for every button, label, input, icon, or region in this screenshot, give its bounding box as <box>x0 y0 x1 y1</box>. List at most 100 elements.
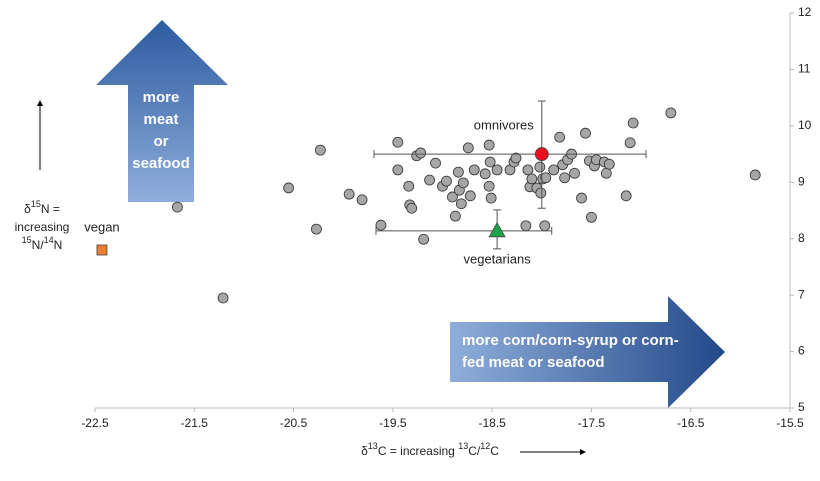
point <box>554 131 566 143</box>
y-tick-label: 7 <box>798 287 805 301</box>
superscript: 13 <box>458 441 468 451</box>
point <box>452 166 464 178</box>
point <box>356 194 368 206</box>
y-tick-label: 11 <box>798 62 811 76</box>
annotation: seafood <box>132 155 190 172</box>
point <box>620 190 632 202</box>
point <box>462 142 474 154</box>
arrowhead <box>580 449 586 455</box>
label-part: increasing <box>15 220 70 234</box>
superscript: 12 <box>480 441 490 451</box>
label-part: C <box>490 444 499 458</box>
label-part: C/ <box>468 444 481 458</box>
point <box>576 192 587 204</box>
y-tick-label: 9 <box>798 174 805 188</box>
point <box>172 201 183 213</box>
superscript: 13 <box>368 441 378 451</box>
label-part: N <box>54 238 63 252</box>
y-tick-label: 12 <box>798 5 812 19</box>
group-label: vegetarians <box>463 251 531 266</box>
point <box>311 223 322 235</box>
point <box>580 127 591 139</box>
y-tick-label: 8 <box>798 231 805 245</box>
point <box>485 192 497 204</box>
point <box>534 161 546 173</box>
marker <box>534 147 549 161</box>
group-label: vegan <box>84 219 119 234</box>
x-tick-label: -19.5 <box>379 416 407 430</box>
group-label: omnivores <box>474 118 534 133</box>
annotation: fed meat or seafood <box>462 354 605 371</box>
point <box>447 191 458 203</box>
annotation: or <box>154 133 169 150</box>
point <box>600 167 612 179</box>
superscript: 15 <box>31 199 41 209</box>
point <box>464 190 476 202</box>
point <box>418 233 430 245</box>
annotation: meat <box>143 111 178 128</box>
point <box>569 167 580 179</box>
point <box>392 164 404 176</box>
superscript: 15 <box>22 235 32 245</box>
superscript: 14 <box>44 235 54 245</box>
arrowhead <box>37 100 43 106</box>
point <box>491 164 503 176</box>
x-tick-label: -22.5 <box>81 416 109 430</box>
point <box>343 188 355 200</box>
point <box>283 182 295 194</box>
point <box>539 220 551 232</box>
marker <box>96 244 108 256</box>
point <box>375 219 387 231</box>
y-tick-label: 5 <box>798 400 805 414</box>
point <box>483 180 495 192</box>
label-part: N/ <box>32 238 45 252</box>
point <box>403 180 415 192</box>
point <box>483 139 495 151</box>
point <box>468 164 480 176</box>
point <box>392 136 404 148</box>
point <box>603 158 615 170</box>
label-part: δ <box>24 202 31 216</box>
point <box>749 169 761 181</box>
point <box>624 137 636 149</box>
axis-title: increasing <box>15 220 70 234</box>
point <box>217 292 229 304</box>
point <box>314 144 326 156</box>
y-tick-label: 10 <box>798 118 812 132</box>
axis-title: δ15N = <box>24 199 60 216</box>
point <box>520 220 532 232</box>
right-arrow <box>450 296 725 408</box>
label-part: N = <box>41 202 60 216</box>
point <box>415 147 427 159</box>
annotation: more corn/corn-syrup or corn- <box>462 332 679 349</box>
x-tick-label: -16.5 <box>677 416 705 430</box>
point <box>526 173 538 185</box>
label-part: C = increasing <box>378 444 458 458</box>
x-tick-label: -18.5 <box>478 416 506 430</box>
x-tick-label: -21.5 <box>181 416 209 430</box>
y-tick-label: 6 <box>798 344 805 358</box>
point <box>522 164 534 176</box>
point <box>406 202 418 214</box>
up-arrow <box>96 20 228 202</box>
point <box>510 152 522 164</box>
x-tick-label: -17.5 <box>578 416 606 430</box>
point <box>540 172 552 184</box>
annotation: more <box>143 89 180 106</box>
marker <box>488 222 506 238</box>
point <box>559 172 571 184</box>
point <box>455 198 467 210</box>
label-part: δ <box>361 444 368 458</box>
point <box>548 164 560 176</box>
point <box>665 107 677 119</box>
point <box>441 175 452 187</box>
point <box>484 156 496 168</box>
point <box>535 187 547 199</box>
point <box>479 168 491 180</box>
axis-title: δ13C = increasing 13C/12C <box>361 441 499 458</box>
point <box>430 157 441 169</box>
point <box>627 117 639 129</box>
point <box>457 177 469 189</box>
point <box>586 211 597 223</box>
